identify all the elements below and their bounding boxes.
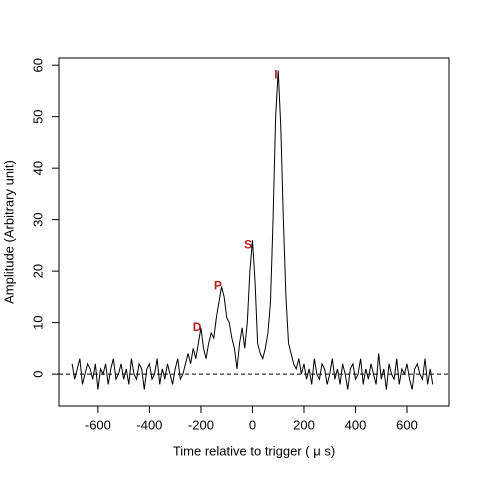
x-tick-label: -600 — [85, 417, 111, 432]
x-tick-label: 200 — [293, 417, 315, 432]
x-tick-label: 400 — [345, 417, 367, 432]
annotation: S — [244, 238, 252, 252]
x-axis-label: Time relative to trigger ( μ s) — [173, 443, 335, 458]
y-tick-label: 50 — [30, 109, 45, 123]
annotation: P — [214, 279, 222, 293]
x-tick-label: -400 — [136, 417, 162, 432]
x-tick-label: -200 — [188, 417, 214, 432]
y-tick-label: 0 — [30, 370, 45, 377]
y-tick-label: 20 — [30, 264, 45, 278]
y-tick-label: 60 — [30, 58, 45, 72]
x-tick-label: 0 — [249, 417, 256, 432]
y-tick-label: 30 — [30, 212, 45, 226]
annotation: I — [274, 68, 277, 82]
signal-line — [71, 70, 434, 390]
y-tick-label: 40 — [30, 161, 45, 175]
x-tick-label: 600 — [396, 417, 418, 432]
plot-frame — [58, 57, 450, 407]
y-tick-label: 10 — [30, 315, 45, 329]
annotation: D — [193, 320, 202, 334]
y-axis-label: Amplitude (Arbitrary unit) — [1, 160, 16, 304]
